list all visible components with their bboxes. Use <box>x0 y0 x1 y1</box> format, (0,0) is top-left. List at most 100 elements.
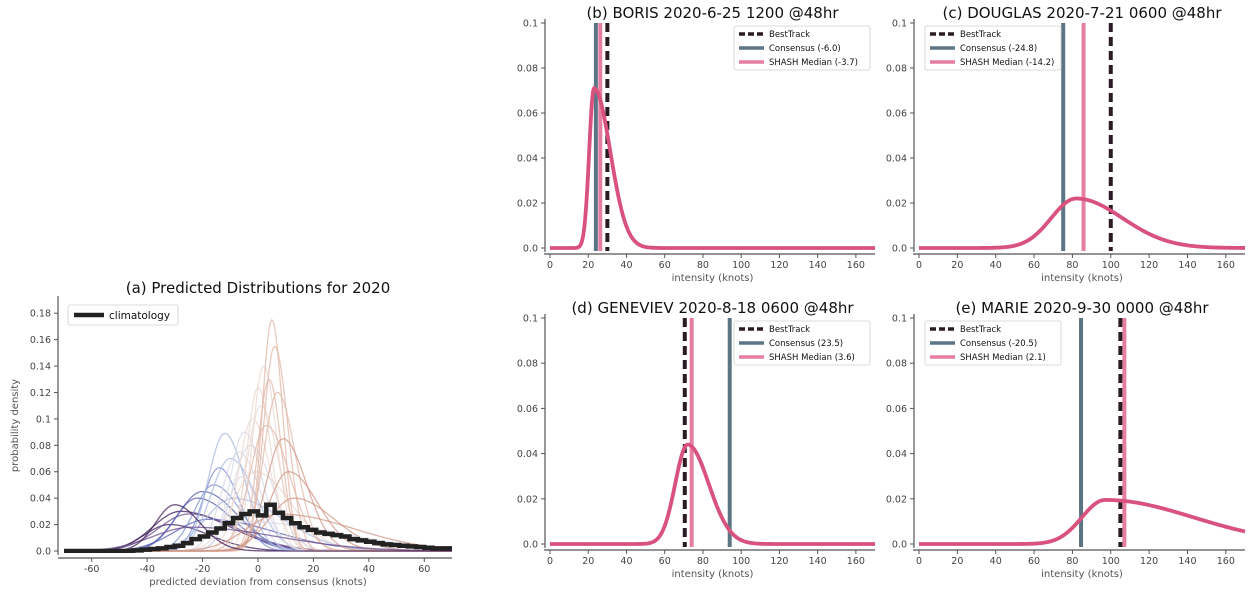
x-tick-label: 80 <box>1066 260 1078 271</box>
x-tick-label: 120 <box>1140 556 1158 567</box>
y-tick-label: 0.04 <box>517 154 538 165</box>
x-axis-label: intensity (knots) <box>672 569 754 580</box>
x-tick-label: 0 <box>916 556 922 567</box>
x-tick-label: 140 <box>809 556 827 567</box>
y-tick-label: 0.06 <box>517 109 538 120</box>
y-tick-label: 0.12 <box>30 388 51 399</box>
y-tick-label: 0.08 <box>517 64 538 75</box>
legend: BestTrack Consensus (-20.5) SHASH Median (… <box>924 320 1062 366</box>
x-tick-label: 100 <box>1102 556 1120 567</box>
x-tick-label: 80 <box>1066 556 1078 567</box>
x-tick-label: 140 <box>1178 260 1196 271</box>
panel-b-boris: 0 20 40 60 80 100 120 140 160 0.0 0.02 0.04 0.06 0.08… <box>517 4 876 284</box>
x-tick-label: 80 <box>697 260 709 271</box>
x-tick-label: 0 <box>916 260 922 271</box>
legend-box <box>733 320 871 366</box>
x-tick-label: 140 <box>1178 556 1196 567</box>
y-tick-label: 0.08 <box>886 64 907 75</box>
x-tick-label: 20 <box>951 556 963 567</box>
y-tick-label: 0.02 <box>886 199 907 210</box>
x-axis-label: intensity (knots) <box>1041 273 1123 284</box>
x-tick-label: 60 <box>1028 260 1040 271</box>
y-tick-label: 0.04 <box>517 449 538 460</box>
legend-label: Consensus (-24.8) <box>960 44 1037 54</box>
y-tick-label: 0.0 <box>523 244 538 255</box>
legend-label: Consensus (23.5) <box>769 339 843 349</box>
x-tick-label: 160 <box>847 556 865 567</box>
legend: BestTrack Consensus (-24.8) SHASH Median (… <box>924 25 1062 71</box>
x-tick-label: 0 <box>255 564 261 575</box>
y-tick-label: 0.08 <box>30 441 51 452</box>
chart-title: (d) GENEVIEV 2020-8-18 0600 @48hr <box>571 299 854 317</box>
y-tick-label: 0.02 <box>886 494 907 505</box>
legend: BestTrack Consensus (23.5) SHASH Median (3… <box>733 320 871 366</box>
x-axis-label: intensity (knots) <box>672 273 754 284</box>
x-tick-label: 160 <box>847 260 865 271</box>
y-tick-label: 0.06 <box>30 467 51 478</box>
x-tick-label: -40 <box>139 564 155 575</box>
legend: BestTrack Consensus (-6.0) SHASH Median (-… <box>733 25 871 71</box>
y-tick-label: 0.04 <box>30 494 51 505</box>
x-tick-label: 160 <box>1217 260 1235 271</box>
y-tick-label: 0.0 <box>36 547 51 558</box>
y-tick-label: 0.1 <box>523 314 538 325</box>
legend-label-climatology: climatology <box>109 310 170 322</box>
x-tick-label: 120 <box>1140 260 1158 271</box>
pdf-curve <box>918 196 1246 250</box>
legend-label: SHASH Median (3.6) <box>769 353 855 363</box>
x-tick-label: 60 <box>659 556 671 567</box>
legend-label: BestTrack <box>960 30 1001 40</box>
x-tick-label: 160 <box>1217 556 1235 567</box>
x-tick-label: 0 <box>547 556 553 567</box>
legend-label: BestTrack <box>960 325 1001 335</box>
x-tick-label: 60 <box>659 260 671 271</box>
y-tick-label: 0.02 <box>517 494 538 505</box>
y-tick-label: 0.06 <box>517 404 538 415</box>
x-tick-label: 40 <box>620 556 632 567</box>
legend-label: BestTrack <box>769 30 810 40</box>
y-tick-label: 0.1 <box>36 414 51 425</box>
x-tick-label: 120 <box>770 556 788 567</box>
legend-label: SHASH Median (2.1) <box>960 353 1046 363</box>
y-tick-label: 0.16 <box>30 335 51 346</box>
x-tick-label: 20 <box>582 260 594 271</box>
y-tick-label: 0.02 <box>30 520 51 531</box>
legend-box <box>67 304 179 326</box>
ensemble-curve <box>64 504 452 552</box>
legend-box <box>733 25 871 71</box>
chart-title: (b) BORIS 2020-6-25 1200 @48hr <box>586 4 839 22</box>
ensemble-curves <box>64 318 452 553</box>
x-tick-label: 40 <box>620 260 632 271</box>
y-tick-label: 0.18 <box>30 309 51 320</box>
chart-title: (a) Predicted Distributions for 2020 <box>126 279 391 297</box>
panel-a-predicted-distributions: -60 -40 -20 0 20 40 60 0.0 0.02 0.04 0.06 0.08 0.1 0.… <box>10 279 452 588</box>
x-tick-label: 60 <box>1028 556 1040 567</box>
legend-label: SHASH Median (-14.2) <box>960 58 1054 68</box>
y-tick-label: 0.1 <box>523 19 538 30</box>
x-axis-label: predicted deviation from consensus (knot… <box>149 577 367 588</box>
y-tick-label: 0.0 <box>892 540 907 551</box>
y-tick-label: 0.1 <box>892 19 907 30</box>
x-tick-label: -20 <box>195 564 211 575</box>
y-tick-label: 0.06 <box>886 404 907 415</box>
legend-label: Consensus (-6.0) <box>769 44 841 54</box>
x-tick-label: 80 <box>697 556 709 567</box>
y-tick-label: 0.14 <box>30 362 51 373</box>
ensemble-curve <box>64 526 452 552</box>
x-tick-label: 0 <box>547 260 553 271</box>
y-tick-label: 0.08 <box>886 359 907 370</box>
x-tick-label: 20 <box>307 564 319 575</box>
x-tick-label: 20 <box>951 260 963 271</box>
chart-title: (e) MARIE 2020-9-30 0000 @48hr <box>955 299 1209 317</box>
pdf-curve <box>918 498 1246 546</box>
x-tick-label: 40 <box>990 556 1002 567</box>
legend-label: Consensus (-20.5) <box>960 339 1037 349</box>
legend-label: BestTrack <box>769 325 810 335</box>
x-tick-label: 20 <box>582 556 594 567</box>
y-tick-label: 0.0 <box>892 244 907 255</box>
y-axis-label: probability density <box>10 379 21 472</box>
y-tick-label: 0.04 <box>886 154 907 165</box>
panel-c-douglas: 0 20 40 60 80 100 120 140 160 0.0 0.02 0.04 0.06 0.08… <box>886 4 1246 284</box>
